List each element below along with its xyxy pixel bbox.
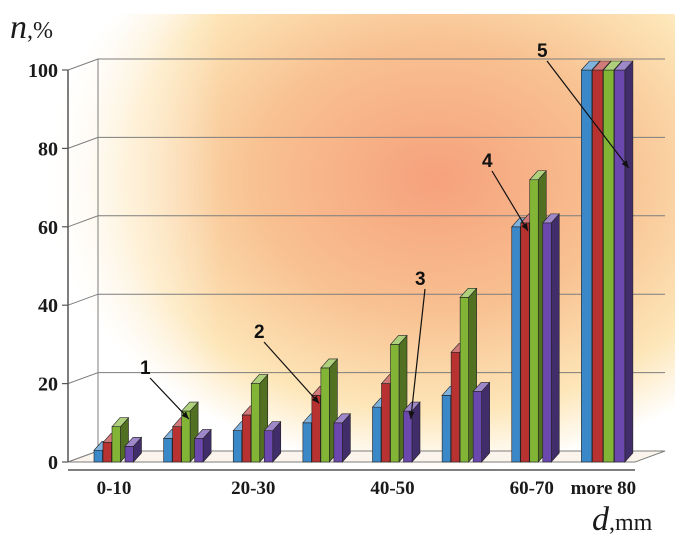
- axes: 0 20 40 60 80 100 0-10 20-30 40-50 60-70 more 80: [28, 60, 636, 499]
- bars: [93, 60, 634, 463]
- bar-top: [124, 437, 143, 447]
- bar-top: [472, 382, 491, 392]
- bar-front: [603, 69, 615, 463]
- x-tick-label: more 80: [571, 478, 637, 499]
- x-axis-unit: ,mm: [609, 510, 653, 536]
- y-axis-label: n,%: [10, 9, 53, 46]
- bar-top: [320, 358, 339, 369]
- bar: [402, 401, 421, 463]
- x-axis-symbol: d: [592, 501, 610, 538]
- bar-top: [613, 60, 634, 71]
- bar-front: [581, 69, 593, 463]
- bar-front: [320, 367, 330, 463]
- bar-front: [333, 422, 343, 463]
- y-tick-label: 20: [38, 374, 58, 396]
- bar-front: [472, 391, 482, 463]
- bar-front: [124, 446, 134, 463]
- annotation-label: 1: [140, 358, 151, 379]
- bar-top: [542, 213, 560, 224]
- bar: [613, 60, 634, 463]
- annotation-leader: [149, 377, 190, 420]
- annotation-arrowhead: [311, 395, 320, 404]
- floor: [67, 450, 666, 463]
- plot-background-fade: [45, 14, 675, 484]
- bar-front: [302, 422, 312, 463]
- bar-front: [163, 438, 173, 463]
- y-tick-label: 100: [28, 60, 58, 82]
- bar-front: [111, 426, 121, 463]
- bar-top: [591, 60, 612, 71]
- bar-front: [441, 395, 451, 463]
- x-tick-label: 0-10: [97, 478, 132, 499]
- bar-front: [102, 442, 112, 463]
- bar-front: [263, 430, 274, 463]
- bar-front: [241, 414, 252, 463]
- bar-front: [459, 297, 469, 463]
- bar-front: [529, 179, 539, 463]
- y-axis-symbol: n: [10, 9, 27, 46]
- bar-top: [263, 421, 282, 431]
- annotation-arrowhead: [181, 411, 189, 420]
- bar-top: [180, 401, 199, 412]
- annotation-label: 4: [482, 151, 493, 172]
- annotation-label: 3: [415, 269, 426, 290]
- bar-front: [232, 430, 243, 463]
- bar-top: [193, 429, 212, 439]
- annotation-arrowhead: [621, 160, 629, 168]
- bar-front: [592, 69, 604, 463]
- y-tick-label: 60: [38, 217, 58, 239]
- bar-front: [93, 449, 103, 463]
- annotation-leader: [263, 341, 320, 404]
- bar-top: [111, 417, 130, 428]
- bar-top: [529, 170, 547, 181]
- bar-side: [550, 213, 560, 463]
- bar-top: [459, 288, 478, 298]
- annotation-label: 5: [537, 41, 548, 62]
- annotations: 1 2 3 4 5: [140, 41, 630, 420]
- x-tick-label: 40-50: [370, 478, 414, 499]
- bar: [472, 381, 491, 463]
- bar-front: [390, 344, 400, 463]
- bar-front: [194, 438, 204, 463]
- y-axis-unit: ,%: [27, 18, 53, 44]
- bar-top: [389, 335, 408, 345]
- bar: [542, 213, 560, 463]
- bar: [124, 436, 143, 463]
- bar-front: [372, 406, 382, 463]
- bar: [333, 413, 352, 463]
- bar-front: [381, 383, 391, 463]
- bar-front: [520, 222, 530, 463]
- bar-side: [624, 60, 634, 463]
- x-tick-label: 60-70: [510, 478, 554, 499]
- annotation-arrowhead: [408, 411, 415, 420]
- bar-top: [250, 374, 269, 384]
- annotation-leader: [491, 170, 529, 232]
- annotation-arrowhead: [521, 222, 528, 231]
- bar-front: [511, 226, 521, 463]
- x-axis-label: d,mm: [592, 501, 653, 538]
- bar-top: [580, 60, 601, 71]
- annotation-leader: [546, 60, 630, 169]
- bar-front: [450, 351, 460, 463]
- y-tick-label: 40: [38, 295, 58, 317]
- bar-top: [602, 60, 623, 71]
- bar: [263, 420, 282, 463]
- bar-side: [481, 381, 490, 463]
- annotation-leader: [410, 288, 426, 420]
- bar-front: [172, 426, 182, 463]
- bar-front: [250, 383, 261, 463]
- bar-front: [542, 222, 552, 463]
- y-tick-label: 0: [48, 452, 58, 474]
- bar: [193, 428, 212, 463]
- y-tick-label: 80: [38, 138, 58, 160]
- bar-top: [333, 413, 352, 424]
- bar-front: [614, 69, 626, 463]
- annotation-label: 2: [254, 322, 265, 343]
- x-tick-label: 20-30: [231, 478, 275, 499]
- bar-side: [411, 401, 421, 463]
- bar-front: [311, 395, 321, 463]
